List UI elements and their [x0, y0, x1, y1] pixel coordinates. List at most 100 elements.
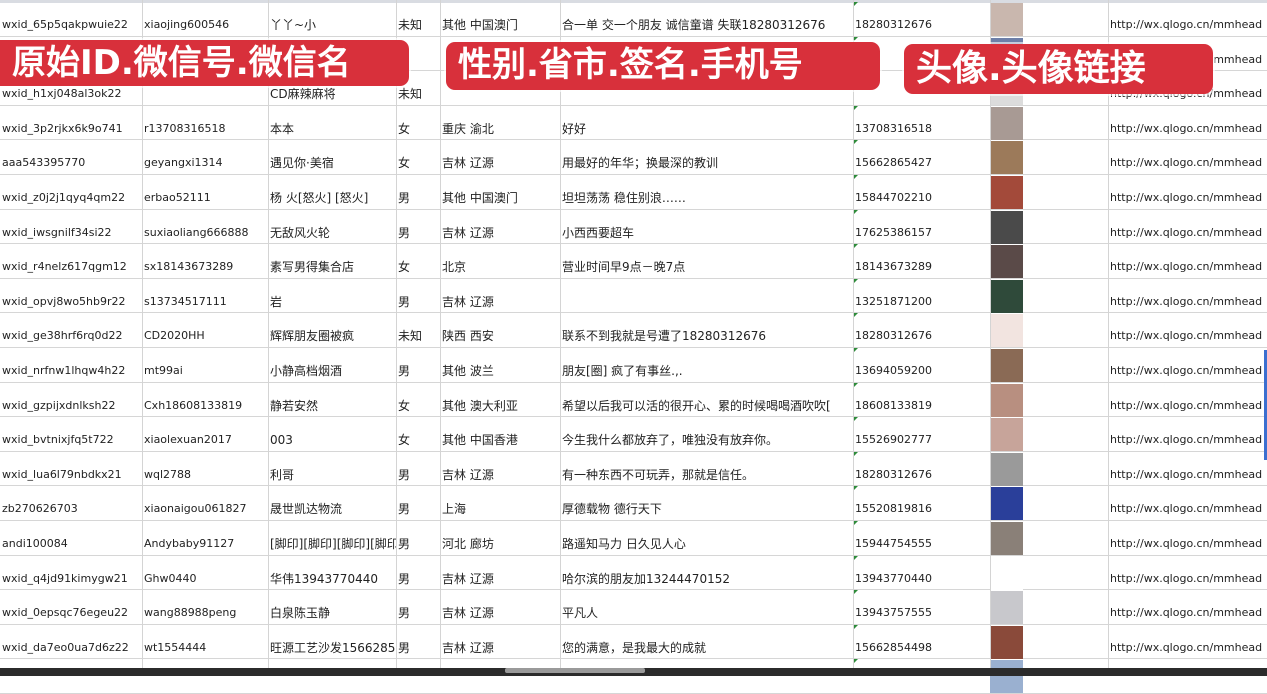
avatar-image[interactable]	[990, 176, 1023, 209]
cell-region[interactable]: 其他 波兰	[442, 364, 494, 378]
cell-signature[interactable]: 今生我什么都放弃了，唯独没有放弃你。	[562, 433, 779, 448]
cell-wechat-name[interactable]: 白泉陈玉静	[270, 606, 331, 621]
cell-phone[interactable]: 15526902777	[855, 433, 932, 447]
cell-wechat-name[interactable]	[268, 659, 396, 693]
cell-region[interactable]: 上海	[442, 502, 467, 517]
cell-avatar-url[interactable]: http://wx.qlogo.cn/mmhead	[1110, 571, 1263, 585]
cell-wechat-name[interactable]: [脚印][脚印][脚印][脚印]	[270, 537, 396, 551]
cell-wechat-name[interactable]: 旺源工艺沙发15662854498	[270, 640, 396, 655]
cell-gender[interactable]: 未知	[398, 329, 423, 344]
cell-original-id[interactable]: zb270626703	[2, 502, 78, 516]
cell-wechat-id[interactable]: CD2020HH	[144, 329, 205, 343]
cell-signature[interactable]: 坦坦荡荡 稳住别浪……	[562, 191, 686, 205]
cell-phone[interactable]: 15520819816	[855, 502, 932, 516]
cell-wechat-id[interactable]: erbao52111	[144, 191, 211, 204]
cell-phone[interactable]: 15844702210	[855, 191, 932, 204]
cell-original-id[interactable]: wxid_h1xj048al3ok22	[2, 87, 122, 101]
cell-avatar-url[interactable]: http://wx.qlogo.cn/mmhead	[1110, 225, 1263, 239]
cell-phone[interactable]: 15662865427	[855, 156, 932, 170]
cell-signature[interactable]: 朋友[圈] 疯了有事丝.,.	[562, 364, 683, 378]
cell-phone[interactable]: 13694059200	[855, 364, 932, 377]
cell-avatar-url[interactable]: http://wx.qlogo.cn/mmhead	[1110, 398, 1263, 412]
cell-gender[interactable]: 女	[398, 398, 411, 413]
avatar-image[interactable]	[990, 383, 1023, 417]
cell-region[interactable]: 河北 廊坊	[442, 537, 494, 551]
cell-gender[interactable]: 男	[398, 502, 411, 517]
cell-avatar-url[interactable]: http://wx.qlogo.cn/mmhead	[1110, 467, 1263, 481]
cell-signature[interactable]: 有一种东西不可玩弄，那就是信任。	[562, 467, 755, 482]
cell-wechat-name[interactable]: 辉辉朋友圈被疯	[270, 329, 355, 344]
cell-phone[interactable]: 13943770440	[855, 571, 932, 585]
cell-wechat-name[interactable]: 小静高档烟酒	[270, 364, 343, 378]
cell-original-id[interactable]: wxid_r4nelz617qgm12	[2, 260, 127, 274]
avatar-image[interactable]	[990, 210, 1023, 244]
cell-region[interactable]: 其他 中国澳门	[442, 191, 518, 205]
cell-avatar-url[interactable]: http://wx.qlogo.cn/mmhead	[1110, 156, 1263, 170]
cell-region[interactable]: 吉林 辽源	[442, 467, 494, 482]
cell-phone[interactable]: 13251871200	[855, 294, 932, 308]
cell-signature[interactable]: 哈尔滨的朋友加13244470152	[562, 571, 730, 586]
avatar-image[interactable]	[990, 591, 1023, 625]
cell-gender[interactable]	[396, 659, 440, 693]
cell-wechat-id[interactable]	[142, 659, 268, 693]
cell-original-id[interactable]	[0, 659, 142, 693]
cell-wechat-id[interactable]: Andybaby91127	[144, 537, 235, 550]
avatar-image[interactable]	[990, 522, 1023, 555]
cell-signature[interactable]: 联系不到我就是号遭了18280312676	[562, 329, 766, 344]
cell-wechat-name[interactable]: 本本	[270, 121, 295, 136]
cell-region[interactable]: 吉林 辽源	[442, 294, 494, 309]
avatar-image[interactable]	[990, 314, 1023, 348]
cell-gender[interactable]: 男	[398, 467, 411, 482]
cell-gender[interactable]: 男	[398, 225, 411, 240]
cell-original-id[interactable]: wxid_q4jd91kimygw21	[2, 571, 128, 585]
cell-original-id[interactable]: wxid_iwsgnilf34si22	[2, 225, 112, 239]
cell-avatar-url[interactable]: http://wx.qlogo.cn/mmhead	[1110, 433, 1263, 447]
cell-region[interactable]: 吉林 辽源	[442, 225, 494, 240]
cell-phone[interactable]	[853, 659, 990, 693]
cell-gender[interactable]: 男	[398, 640, 411, 655]
cell-original-id[interactable]: wxid_bvtnixjfq5t722	[2, 433, 114, 447]
cell-original-id[interactable]: aaa543395770	[2, 156, 86, 170]
cell-signature[interactable]: 厚德载物 德行天下	[562, 502, 662, 517]
cell-region[interactable]: 吉林 辽源	[442, 571, 494, 586]
cell-gender[interactable]: 男	[398, 571, 411, 586]
cell-gender[interactable]: 男	[398, 364, 411, 378]
cell-wechat-name[interactable]: 华伟13943770440	[270, 571, 378, 586]
cell-original-id[interactable]: wxid_3p2rjkx6k9o741	[2, 121, 123, 135]
cell-avatar-url[interactable]: http://wx.qlogo.cn/mmhead	[1110, 364, 1263, 377]
avatar-image[interactable]	[990, 556, 1023, 590]
cell-original-id[interactable]: wxid_z0j2j1qyq4qm22	[2, 191, 126, 204]
cell-region[interactable]: 吉林 辽源	[442, 606, 494, 621]
cell-original-id[interactable]: wxid_da7eo0ua7d6z22	[2, 640, 129, 654]
cell-wechat-name[interactable]: 岩	[270, 294, 283, 309]
avatar-image[interactable]	[990, 349, 1023, 382]
cell-phone[interactable]: 17625386157	[855, 225, 932, 239]
cell-gender[interactable]: 男	[398, 606, 411, 621]
cell-wechat-id[interactable]: suxiaoliang666888	[144, 225, 249, 239]
cell-avatar-url[interactable]: http://wx.qlogo.cn/mmhead	[1110, 537, 1263, 550]
cell-wechat-name[interactable]: 素写男得集合店	[270, 260, 355, 275]
cell-wechat-name[interactable]: 遇见你·美宿	[270, 156, 334, 171]
cell-avatar-url[interactable]: http://wx.qlogo.cn/mmhead	[1110, 18, 1263, 31]
cell-region[interactable]: 吉林 辽源	[442, 156, 494, 171]
cell-phone[interactable]: 15944754555	[855, 537, 932, 550]
cell-phone[interactable]: 18280312676	[855, 329, 932, 343]
cell-signature[interactable]: 小西西要超车	[562, 225, 635, 240]
cell-signature[interactable]	[560, 279, 853, 313]
cell-original-id[interactable]: wxid_opvj8wo5hb9r22	[2, 294, 126, 308]
cell-avatar-url[interactable]: http://wx.qlogo.cn/mmhead	[1110, 260, 1263, 274]
cell-wechat-id[interactable]: wt1554444	[144, 640, 207, 654]
cell-wechat-id[interactable]: wql2788	[144, 467, 192, 481]
cell-region[interactable]: 其他 中国澳门	[442, 18, 518, 32]
cell-wechat-id[interactable]: s13734517111	[144, 294, 227, 308]
cell-signature[interactable]: 营业时间早9点－晚7点	[562, 260, 686, 275]
avatar-image[interactable]	[990, 418, 1023, 452]
avatar-image[interactable]	[990, 487, 1023, 521]
cell-signature[interactable]: 路遥知马力 日久见人心	[562, 537, 686, 551]
cell-signature[interactable]: 用最好的年华；换最深的教训	[562, 156, 719, 171]
avatar-image[interactable]	[990, 660, 1023, 694]
vertical-scrollbar[interactable]	[1264, 350, 1267, 460]
cell-wechat-id[interactable]: geyangxi1314	[144, 156, 223, 170]
cell-signature[interactable]	[560, 659, 853, 693]
cell-region[interactable]: 其他 澳大利亚	[442, 398, 518, 413]
